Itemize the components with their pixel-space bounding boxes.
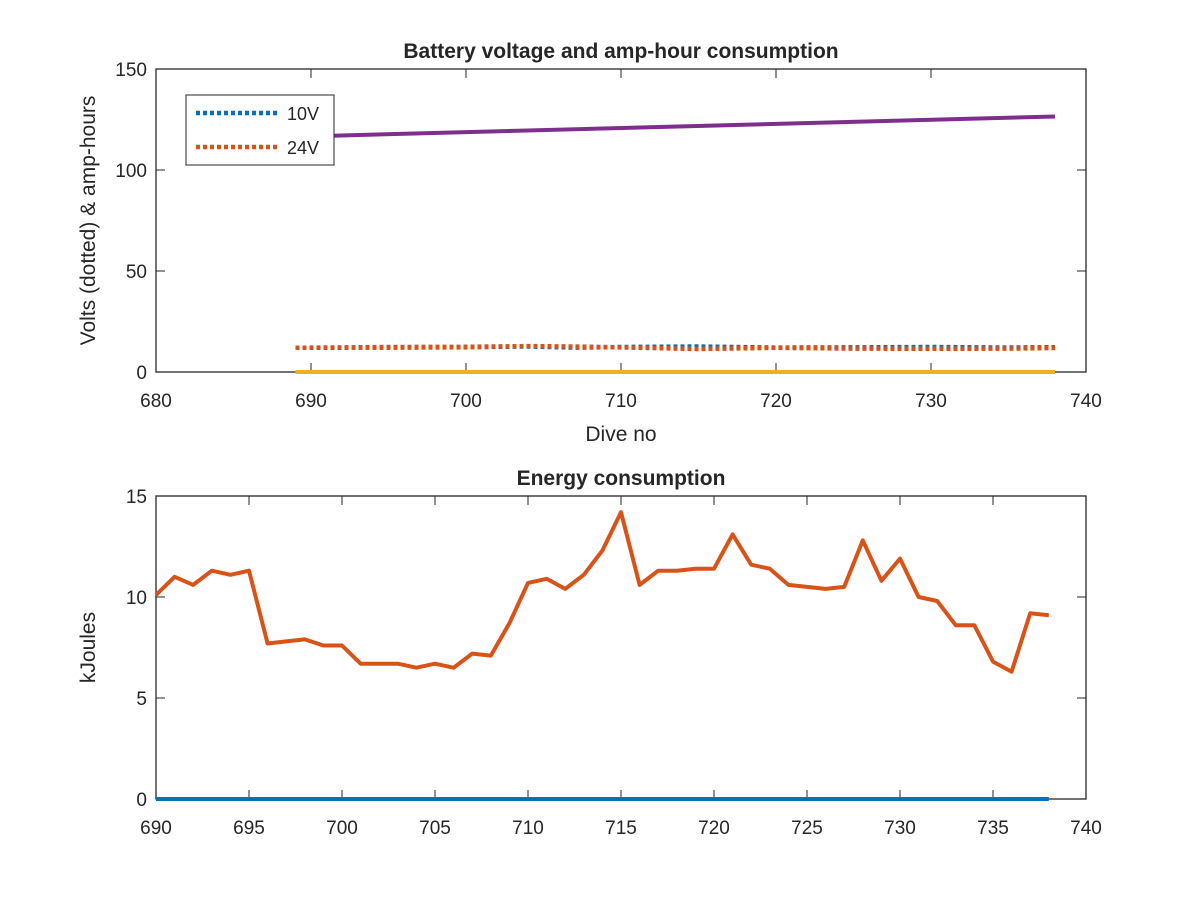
y-tick-label: 5 <box>136 689 147 710</box>
axes-box <box>155 495 1087 800</box>
x-tick-label: 715 <box>605 818 637 839</box>
y-tick-label: 150 <box>115 60 147 81</box>
legend-label: 10V <box>287 104 319 124</box>
x-tick-label: 720 <box>760 391 792 412</box>
legend: 10V 24V <box>185 94 335 166</box>
x-tick-label: 735 <box>977 818 1009 839</box>
x-tick-label: 680 <box>140 391 172 412</box>
x-tick-label: 695 <box>233 818 265 839</box>
x-tick-label: 710 <box>512 818 544 839</box>
x-tick-label: 740 <box>1070 391 1102 412</box>
x-tick-label: 730 <box>884 818 916 839</box>
chart-title: Energy consumption <box>517 467 726 490</box>
y-tick-label: 0 <box>136 790 147 811</box>
x-tick-label: 720 <box>698 818 730 839</box>
y-tick-label: 15 <box>126 487 147 508</box>
x-tick-label: 705 <box>419 818 451 839</box>
y-axis-label: Volts (dotted) & amp-hours <box>77 96 100 346</box>
y-tick-label: 50 <box>126 262 147 283</box>
series-3 <box>295 114 1056 139</box>
x-axis-label: Dive no <box>585 423 656 446</box>
x-tick-label: 690 <box>295 391 327 412</box>
y-axis-label: kJoules <box>77 612 100 683</box>
x-tick-label: 725 <box>791 818 823 839</box>
x-tick-label: 700 <box>450 391 482 412</box>
legend-label: 24V <box>287 138 319 158</box>
x-tick-label: 690 <box>140 818 172 839</box>
subplot-2: 690 695 700 705 710 715 720 725 730 735 740 0 5 10 15 E… <box>77 467 1102 839</box>
legend-box <box>185 94 335 166</box>
y-tick-label: 10 <box>126 588 147 609</box>
x-tick-label: 700 <box>326 818 358 839</box>
y-tick-label: 0 <box>136 363 147 384</box>
subplot-1: 680 690 700 710 720 730 740 0 50 100 150 Battery vo… <box>77 40 1102 446</box>
x-tick-label: 730 <box>915 391 947 412</box>
x-tick-label: 740 <box>1070 818 1102 839</box>
x-tick-label: 710 <box>605 391 637 412</box>
chart-title: Battery voltage and amp-hour consumption <box>403 40 838 63</box>
series-24v <box>295 343 1056 352</box>
y-tick-label: 100 <box>115 161 147 182</box>
series-2 <box>154 510 1050 674</box>
